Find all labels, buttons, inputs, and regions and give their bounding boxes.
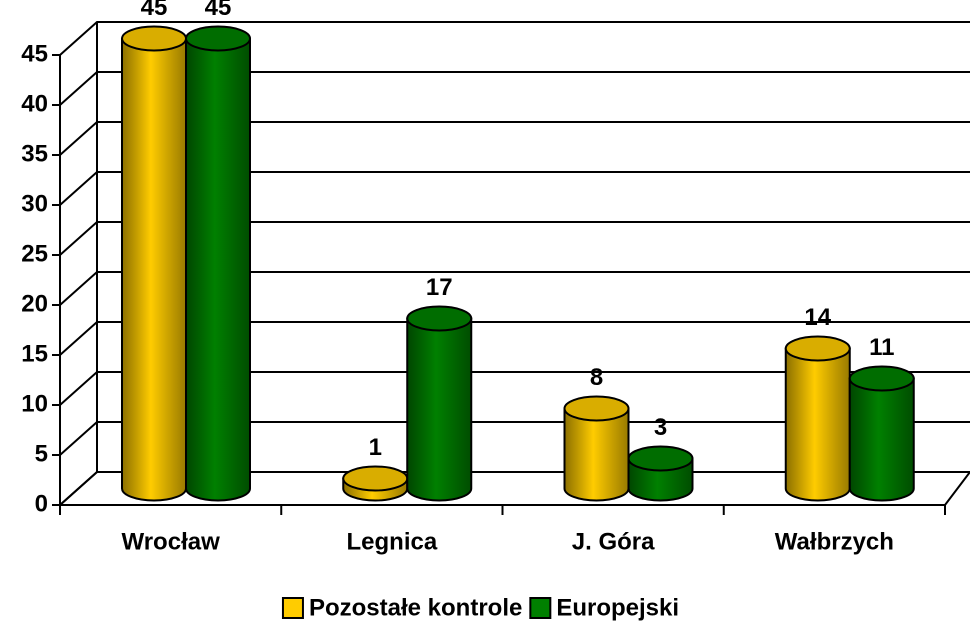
bar-top [185,25,251,52]
data-label: 1 [369,434,382,461]
legend-swatch [529,597,552,619]
grid-line [59,271,970,306]
data-label: 45 [141,0,168,21]
x-tick-label: Legnica [347,528,438,555]
bar-top [627,445,694,472]
bar-top [121,25,187,52]
grid-line [59,221,970,256]
y-tick-label: 5 [35,440,48,467]
y-tick-label: 0 [35,490,48,517]
y-tick-label: 40 [21,90,48,117]
y-tick-label: 15 [21,340,48,367]
grid-line [59,71,970,106]
data-label: 17 [426,274,453,301]
grid-line [59,421,970,456]
bar [185,37,251,502]
bar-top [342,465,409,492]
data-label: 11 [869,334,894,361]
bar-top [848,365,915,392]
y-tick-label: 30 [21,190,48,217]
bar-top [406,305,473,332]
y-tick-label: 45 [21,40,48,67]
bar-top [784,335,851,362]
data-label: 3 [654,414,667,441]
bar [784,347,851,502]
grid-line [59,371,970,406]
legend-label: Pozostałe kontrole [309,594,522,621]
legend-label: Europejski [556,594,679,621]
bar [406,317,473,502]
legend-swatch [281,597,304,619]
y-tick-label: 35 [21,140,48,167]
grid-line [59,171,970,206]
x-tick-label: J. Góra [572,528,655,555]
y-tick-label: 25 [21,240,48,267]
bar-top [563,395,630,422]
data-label: 8 [590,364,603,391]
bar [121,37,187,502]
bar [848,377,915,502]
y-tick-label: 20 [21,290,48,317]
y-tick-label: 10 [21,390,48,417]
data-label: 45 [205,0,232,21]
x-tick-label: Wrocław [122,528,221,555]
grid-line [59,21,970,56]
grid-line [59,121,970,156]
x-tick-label: Wałbrzych [775,528,894,555]
bar [563,407,630,502]
data-label: 14 [804,304,831,331]
grid-line [59,321,970,356]
